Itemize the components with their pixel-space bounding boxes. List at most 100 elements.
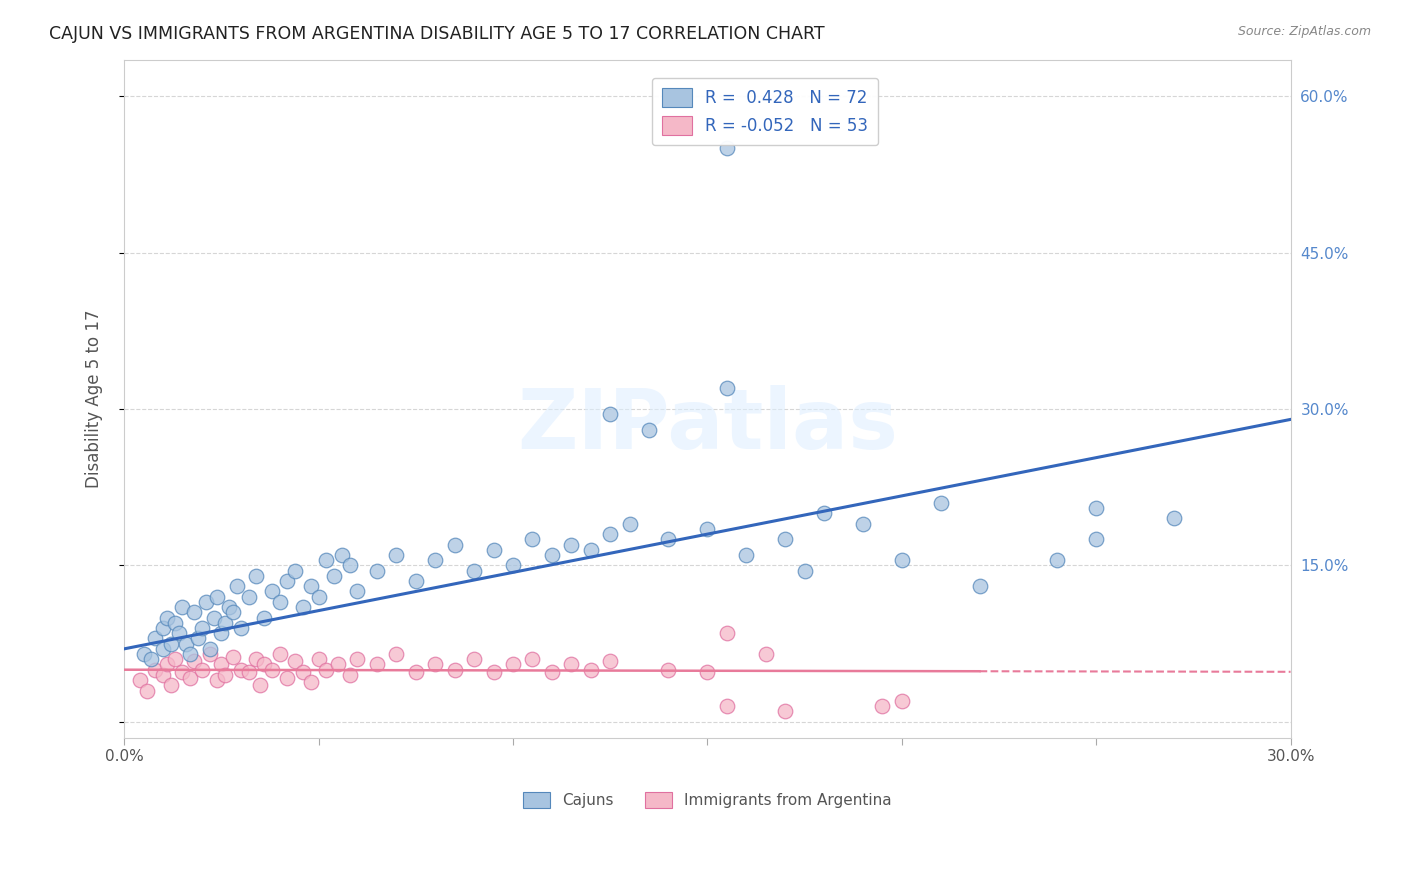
Point xyxy=(238,590,260,604)
Point xyxy=(207,673,229,687)
Point xyxy=(291,665,314,679)
Point xyxy=(276,671,298,685)
Point xyxy=(202,610,225,624)
Point xyxy=(269,595,291,609)
Point xyxy=(176,637,198,651)
Point xyxy=(222,605,245,619)
Point xyxy=(141,652,163,666)
Point xyxy=(143,632,166,646)
Point xyxy=(218,600,240,615)
Point xyxy=(385,647,408,661)
Point xyxy=(773,705,796,719)
Point xyxy=(159,678,181,692)
Point xyxy=(560,657,582,672)
Point xyxy=(179,671,201,685)
Point xyxy=(163,615,186,630)
Point xyxy=(152,641,174,656)
Text: ZIPatlas: ZIPatlas xyxy=(517,385,898,467)
Point xyxy=(183,605,205,619)
Point xyxy=(276,574,298,588)
Point xyxy=(194,595,217,609)
Point xyxy=(249,678,271,692)
Point xyxy=(463,652,485,666)
Point xyxy=(315,553,337,567)
Y-axis label: Disability Age 5 to 17: Disability Age 5 to 17 xyxy=(86,310,103,488)
Point xyxy=(253,657,276,672)
Point xyxy=(183,654,205,668)
Point xyxy=(579,542,602,557)
Point xyxy=(284,564,307,578)
Point xyxy=(299,579,322,593)
Point xyxy=(560,537,582,551)
Point xyxy=(198,641,221,656)
Point xyxy=(128,673,150,687)
Point xyxy=(136,683,159,698)
Point xyxy=(260,663,283,677)
Point xyxy=(463,564,485,578)
Point xyxy=(191,621,214,635)
Point xyxy=(245,569,267,583)
Point xyxy=(619,516,641,531)
Point xyxy=(291,600,314,615)
Point xyxy=(1046,553,1069,567)
Point xyxy=(179,647,201,661)
Point xyxy=(225,579,247,593)
Point xyxy=(969,579,991,593)
Point xyxy=(308,652,330,666)
Point xyxy=(198,647,221,661)
Point xyxy=(299,675,322,690)
Point xyxy=(773,533,796,547)
Point xyxy=(269,647,291,661)
Point xyxy=(156,610,179,624)
Point xyxy=(755,647,778,661)
Point xyxy=(872,699,894,714)
Point xyxy=(152,621,174,635)
Point xyxy=(209,657,232,672)
Point xyxy=(443,663,465,677)
Point xyxy=(716,626,738,640)
Point xyxy=(159,637,181,651)
Point xyxy=(1085,533,1108,547)
Point xyxy=(308,590,330,604)
Point xyxy=(346,584,368,599)
Point xyxy=(229,663,252,677)
Point xyxy=(482,665,505,679)
Point xyxy=(214,615,236,630)
Point xyxy=(657,533,679,547)
Point xyxy=(890,694,912,708)
Point xyxy=(323,569,346,583)
Point xyxy=(716,381,738,395)
Point xyxy=(238,665,260,679)
Point xyxy=(1085,501,1108,516)
Point xyxy=(522,652,544,666)
Point xyxy=(540,548,562,562)
Point xyxy=(163,652,186,666)
Point xyxy=(366,657,388,672)
Point xyxy=(696,522,718,536)
Point xyxy=(222,650,245,665)
Point xyxy=(929,496,952,510)
Point xyxy=(793,564,815,578)
Point xyxy=(191,663,214,677)
Point xyxy=(152,668,174,682)
Point xyxy=(502,558,524,573)
Text: CAJUN VS IMMIGRANTS FROM ARGENTINA DISABILITY AGE 5 TO 17 CORRELATION CHART: CAJUN VS IMMIGRANTS FROM ARGENTINA DISAB… xyxy=(49,25,825,43)
Point xyxy=(540,665,562,679)
Point xyxy=(209,626,232,640)
Point xyxy=(735,548,758,562)
Point xyxy=(599,407,621,421)
Point xyxy=(405,574,427,588)
Point xyxy=(284,654,307,668)
Point xyxy=(599,654,621,668)
Point xyxy=(167,626,190,640)
Point xyxy=(657,663,679,677)
Point xyxy=(813,506,835,520)
Point xyxy=(716,699,738,714)
Point xyxy=(132,647,155,661)
Point xyxy=(638,423,661,437)
Point xyxy=(443,537,465,551)
Point xyxy=(579,663,602,677)
Point xyxy=(425,657,447,672)
Point xyxy=(330,548,353,562)
Point xyxy=(143,663,166,677)
